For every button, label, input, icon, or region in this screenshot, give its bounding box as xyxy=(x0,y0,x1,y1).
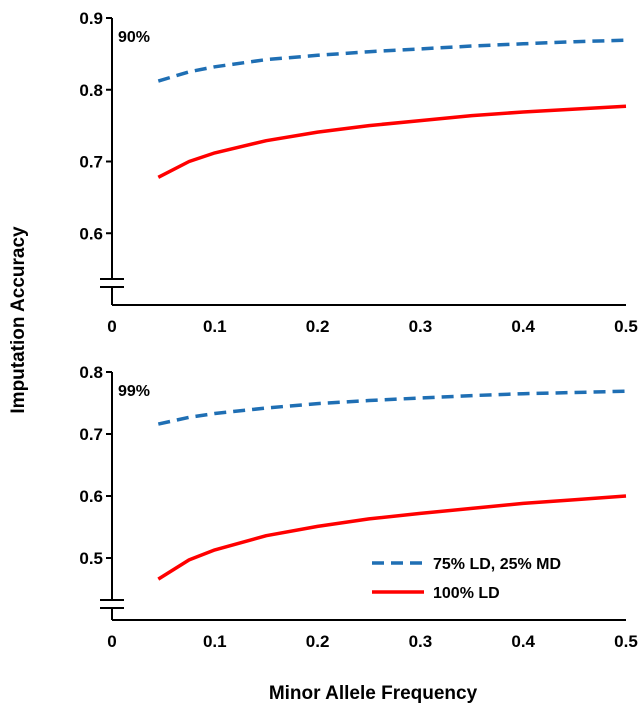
y-tick-label: 0.8 xyxy=(79,363,103,382)
x-tick-label: 0.2 xyxy=(306,632,330,651)
y-tick-label: 0.9 xyxy=(79,9,103,28)
legend-label-1: 75% LD, 25% MD xyxy=(433,556,561,573)
y-tick-label: 0.6 xyxy=(79,224,103,243)
x-tick-label: 0.3 xyxy=(409,632,433,651)
x-tick-label: 0.4 xyxy=(511,632,535,651)
x-tick-label: 0.3 xyxy=(409,317,433,336)
legend-label-2: 100% LD xyxy=(433,585,500,602)
x-tick-label: 0.4 xyxy=(511,317,535,336)
x-tick-label: 0.2 xyxy=(306,317,330,336)
y-axis-title: Imputation Accuracy xyxy=(8,226,29,414)
y-tick-label: 0.6 xyxy=(79,487,103,506)
x-axis-title: Minor Allele Frequency xyxy=(269,683,478,704)
x-tick-label: 0.5 xyxy=(614,632,638,651)
series-line-solid xyxy=(157,494,627,581)
series-line-dashed xyxy=(157,38,627,83)
bottom-panel: 0.5 0.6 0.7 0.8 0 0.1 0.2 0.3 0.4 0.5 99% xyxy=(79,363,637,651)
y-tick-label: 0.5 xyxy=(79,549,103,568)
y-tick-label: 0.8 xyxy=(79,81,103,100)
y-tick-label: 0.7 xyxy=(79,153,103,172)
x-tick-label: 0.5 xyxy=(614,317,638,336)
panel-label: 90% xyxy=(118,29,150,46)
series-line-solid xyxy=(157,104,627,179)
top-panel: 0.6 0.7 0.8 0.9 0 0.1 0.2 0.3 0.4 0.5 90% xyxy=(79,9,637,336)
panel-label: 99% xyxy=(118,383,150,400)
x-tick-label: 0 xyxy=(107,632,116,651)
x-tick-label: 0.1 xyxy=(203,632,227,651)
x-tick-label: 0.1 xyxy=(203,317,227,336)
y-tick-label: 0.7 xyxy=(79,425,103,444)
legend: 75% LD, 25% MD 100% LD xyxy=(372,556,561,602)
x-tick-label: 0 xyxy=(107,317,116,336)
series-line-dashed xyxy=(157,389,627,426)
